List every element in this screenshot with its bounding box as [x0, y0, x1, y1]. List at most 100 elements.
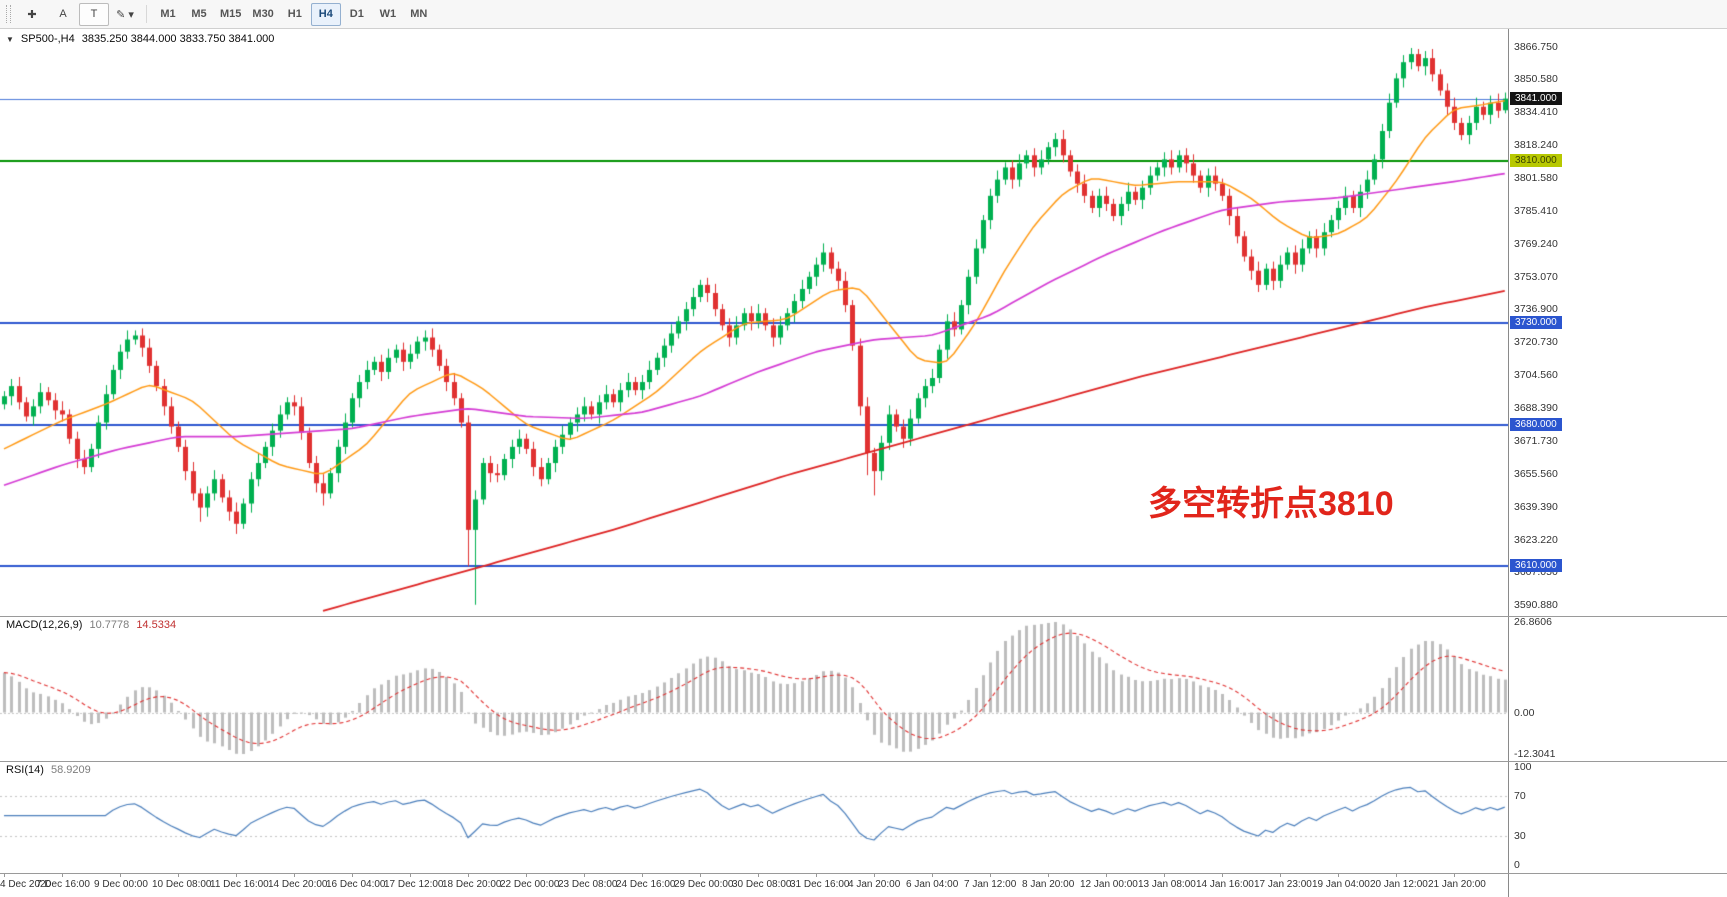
- time-axis-label: 4 Dec 2020: [0, 879, 52, 890]
- time-axis-label: 16 Dec 04:00: [326, 879, 386, 890]
- time-axis-label: 21 Jan 20:00: [1428, 879, 1486, 890]
- timeframe-button-m15[interactable]: M15: [220, 8, 242, 20]
- time-axis-tick: [642, 873, 643, 877]
- toolbar-separator: [146, 5, 147, 23]
- timeframe-button-h4[interactable]: H4: [310, 2, 341, 26]
- timeframe-button-d1[interactable]: D1: [349, 8, 364, 20]
- timeframe-button-h1[interactable]: H1: [287, 8, 302, 20]
- time-axis-label: 29 Dec 00:00: [674, 879, 734, 890]
- time-axis-tick: [1338, 873, 1339, 877]
- price-axis-label: 3639.390: [1514, 500, 1558, 513]
- time-axis-tick: [294, 873, 295, 877]
- time-axis-tick: [932, 873, 933, 877]
- time-axis-label: 17 Dec 12:00: [384, 879, 444, 890]
- time-axis-label: 14 Jan 16:00: [1196, 879, 1254, 890]
- time-axis-tick: [410, 873, 411, 877]
- time-axis-label: 14 Dec 20:00: [268, 879, 328, 890]
- annotation-text: 多空转折点3810: [1148, 485, 1394, 523]
- time-axis-tick: [1280, 873, 1281, 877]
- time-axis-label: 17 Jan 23:00: [1254, 879, 1312, 890]
- panel-separator-rsi[interactable]: [0, 761, 1727, 762]
- time-axis-label: 11 Dec 16:00: [210, 879, 269, 890]
- time-axis-label: 9 Dec 00:00: [94, 879, 148, 890]
- time-axis-tick: [526, 873, 527, 877]
- price-axis-label: 3834.410: [1514, 105, 1558, 118]
- timeframe-button-m5[interactable]: M5: [191, 8, 207, 20]
- support-3610-badge: 3610.000: [1510, 559, 1562, 573]
- time-axis-tick: [874, 873, 875, 877]
- time-axis-tick: [584, 873, 585, 877]
- timeframe-bar: M1 M5 M15 M30 H1 H4 D1 W1 MN: [153, 2, 434, 26]
- time-axis-label: 18 Dec 20:00: [442, 879, 502, 890]
- time-axis-label: 22 Dec 00:00: [500, 879, 560, 890]
- time-axis-label: 12 Jan 00:00: [1080, 879, 1138, 890]
- macd-label: MACD(12,26,9) 10.7778 14.5334: [6, 619, 176, 631]
- macd-axis-label: 26.8606: [1514, 616, 1552, 628]
- time-axis-tick: [1396, 873, 1397, 877]
- rsi-axis-label: 100: [1514, 761, 1532, 773]
- time-axis-tick: [236, 873, 237, 877]
- time-axis-tick: [1454, 873, 1455, 877]
- time-axis-label: 7 Dec 16:00: [36, 879, 90, 890]
- time-axis-tick: [352, 873, 353, 877]
- symbol-period-label: SP500-,H4: [20, 33, 75, 45]
- time-axis-tick: [1222, 873, 1223, 877]
- text-box-button[interactable]: T: [79, 2, 109, 26]
- price-axis-label: 3720.730: [1514, 336, 1558, 349]
- chart-title: ▼ SP500-,H4 3835.250 3844.000 3833.750 3…: [6, 33, 274, 45]
- price-axis-label: 3850.580: [1514, 73, 1558, 86]
- time-axis-tick: [990, 873, 991, 877]
- timeframe-button-w1[interactable]: W1: [379, 8, 397, 20]
- time-axis-tick: [1106, 873, 1107, 877]
- price-axis-label: 3785.410: [1514, 205, 1558, 218]
- rsi-name: RSI(14): [6, 764, 44, 776]
- price-axis-label: 3704.560: [1514, 368, 1558, 381]
- macd-name: MACD(12,26,9): [6, 619, 83, 631]
- timeframe-button-m30[interactable]: M30: [252, 8, 274, 20]
- time-axis-separator: [0, 873, 1727, 874]
- macd-indicator-canvas[interactable]: [0, 616, 1508, 761]
- crosshair-button[interactable]: ✚: [27, 8, 37, 21]
- pivot-3810-badge: 3810.000: [1510, 154, 1562, 168]
- panel-separator-macd[interactable]: [0, 616, 1727, 617]
- price-axis-label: 3671.730: [1514, 435, 1558, 448]
- rsi-indicator-canvas[interactable]: [0, 761, 1508, 873]
- collapse-triangle-icon[interactable]: ▼: [6, 34, 14, 44]
- time-axis-tick: [4, 873, 5, 877]
- price-axis-label: 3736.900: [1514, 303, 1558, 316]
- toolbar-grip[interactable]: [6, 5, 11, 23]
- timeframe-button-m1[interactable]: M1: [160, 8, 176, 20]
- time-axis-label: 24 Dec 16:00: [616, 879, 676, 890]
- time-axis-label: 23 Dec 08:00: [558, 879, 618, 890]
- price-axis-label: 3753.070: [1514, 270, 1558, 283]
- toolbar: ✚ A T ✎ ▾ M1 M5 M15 M30 H1 H4 D1 W1 MN: [0, 0, 1727, 29]
- text-label-button[interactable]: A: [59, 8, 67, 20]
- time-axis-tick: [1164, 873, 1165, 877]
- time-axis-label: 8 Jan 20:00: [1022, 879, 1075, 890]
- macd-main-value: 10.7778: [89, 619, 130, 631]
- draw-objects-button[interactable]: ✎ ▾: [116, 8, 134, 21]
- time-axis-tick: [700, 873, 701, 877]
- support-3730-badge: 3730.000: [1510, 316, 1562, 330]
- timeframe-button-mn[interactable]: MN: [410, 8, 428, 20]
- time-axis-tick: [816, 873, 817, 877]
- price-axis-label: 3801.580: [1514, 172, 1558, 185]
- time-axis-label: 30 Dec 08:00: [732, 879, 792, 890]
- macd-signal-value: 14.5334: [136, 619, 177, 631]
- price-axis-label: 3655.560: [1514, 468, 1558, 481]
- macd-axis-label: -12.3041: [1514, 747, 1556, 760]
- time-axis-label: 7 Jan 12:00: [964, 879, 1017, 890]
- price-axis-label: 3623.220: [1514, 533, 1558, 546]
- support-3680-badge: 3680.000: [1510, 417, 1562, 431]
- rsi-axis-label: 30: [1514, 829, 1526, 842]
- time-axis[interactable]: 4 Dec 2020 7 Dec 16:00 9 Dec 00:00 10 Dec 0…: [0, 873, 1508, 897]
- time-axis-tick: [120, 873, 121, 877]
- time-axis-tick: [468, 873, 469, 877]
- price-axis-label: 3866.750: [1514, 40, 1558, 53]
- price-chart-canvas[interactable]: [0, 29, 1508, 616]
- price-axis[interactable]: 3866.750 3850.580 3834.410 3818.240 3801.580…: [1508, 29, 1727, 897]
- price-axis-label: 3688.390: [1514, 401, 1558, 414]
- rsi-value: 58.9209: [50, 764, 91, 776]
- rsi-axis-label: 0: [1514, 859, 1520, 871]
